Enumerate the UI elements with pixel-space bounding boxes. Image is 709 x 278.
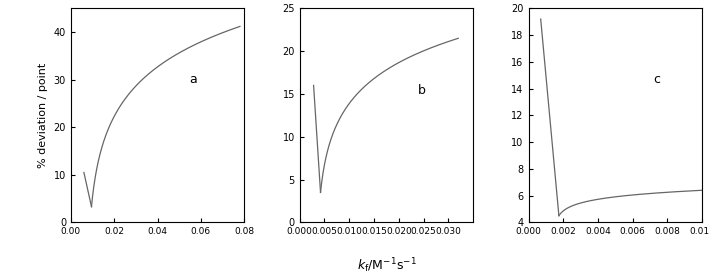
Text: b: b <box>418 84 425 97</box>
Text: $k_{\rm f}$/M$^{-1}$s$^{-1}$: $k_{\rm f}$/M$^{-1}$s$^{-1}$ <box>357 257 416 275</box>
Y-axis label: % deviation / point: % deviation / point <box>38 63 48 168</box>
Text: c: c <box>654 73 660 86</box>
Text: a: a <box>189 73 196 86</box>
